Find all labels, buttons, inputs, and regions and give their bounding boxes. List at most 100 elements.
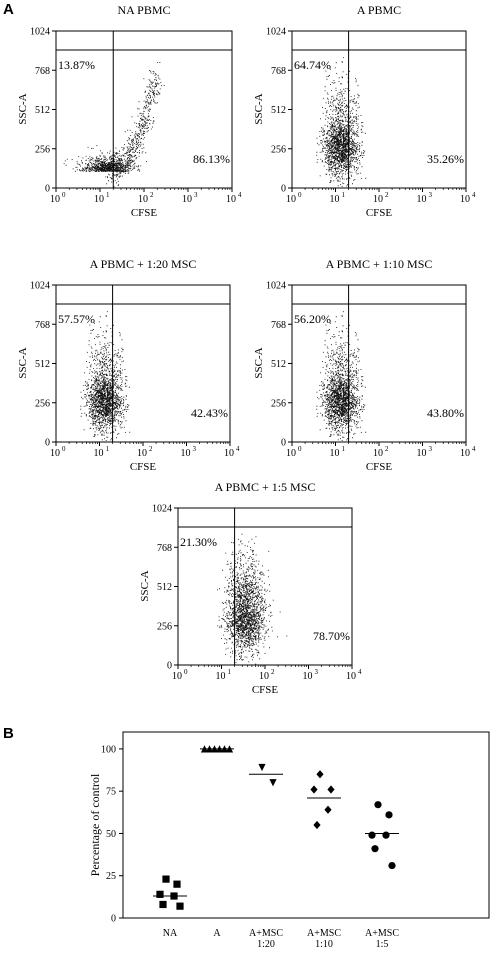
x-tick-label: 10	[330, 194, 340, 205]
quadrant-percent-left: 21.30%	[180, 535, 217, 549]
x-tick-exponent: 2	[149, 445, 153, 453]
data-point	[368, 831, 376, 839]
y-tick-label: 1024	[266, 281, 286, 292]
x-tick-exponent: 0	[62, 445, 66, 453]
y-axis-label: SSC-A	[253, 93, 265, 124]
y-tick-label: 50	[106, 829, 116, 840]
x-tick-label: 10	[417, 194, 427, 205]
category-label: A+MSC	[307, 928, 341, 939]
data-point	[225, 745, 234, 753]
flow-plot-5: A PBMC + 1:5 MSC21.30%78.70%025651276810…	[139, 480, 362, 696]
event-dots	[316, 57, 367, 188]
data-point	[324, 805, 332, 814]
category-label: 1:10	[315, 939, 333, 950]
y-axis-label: SSC-A	[17, 347, 29, 378]
quadrant-percent-right: 42.43%	[191, 406, 228, 420]
y-axis-label: SSC-A	[253, 347, 265, 378]
x-tick-label: 10	[216, 671, 226, 682]
data-point	[388, 861, 396, 870]
data-point	[327, 785, 335, 794]
event-dot-cloud	[316, 57, 367, 188]
plot-title: A PBMC + 1:20 MSC	[90, 257, 197, 271]
y-tick-label: 768	[271, 320, 286, 331]
y-tick-label: 256	[157, 621, 172, 632]
data-point	[205, 745, 214, 753]
data-point	[210, 745, 219, 753]
x-tick-label: 10	[417, 448, 427, 459]
x-tick-exponent: 4	[472, 445, 476, 453]
data-point	[258, 763, 266, 772]
x-tick-exponent: 3	[429, 191, 433, 199]
x-tick-label: 10	[182, 194, 192, 205]
x-tick-exponent: 3	[315, 668, 319, 676]
event-dot-cloud	[217, 533, 288, 665]
y-tick-label: 0	[45, 438, 50, 449]
quadrant-percent-left: 57.57%	[58, 312, 95, 326]
x-tick-label: 10	[172, 671, 182, 682]
x-tick-exponent: 4	[358, 668, 362, 676]
chart-frame	[122, 731, 490, 919]
x-tick-exponent: 1	[106, 191, 110, 199]
y-tick-label: 512	[35, 359, 50, 370]
category-group: NA	[153, 875, 187, 939]
y-tick-label: 512	[35, 105, 50, 116]
data-point	[156, 890, 164, 898]
category-label: A+MSC	[249, 928, 283, 939]
x-tick-exponent: 3	[193, 445, 197, 453]
y-axis-label: SSC-A	[17, 93, 29, 124]
panel-label-a: A	[3, 1, 14, 18]
x-tick-label: 10	[286, 194, 296, 205]
x-tick-label: 10	[303, 671, 313, 682]
x-tick-exponent: 0	[184, 668, 188, 676]
x-tick-exponent: 3	[429, 445, 433, 453]
data-point	[176, 902, 184, 910]
data-point	[220, 745, 229, 753]
data-point	[316, 770, 324, 779]
x-axis-label: CFSE	[131, 207, 158, 219]
data-point	[173, 880, 181, 888]
x-tick-exponent: 0	[62, 191, 66, 199]
x-tick-label: 10	[94, 194, 104, 205]
x-tick-label: 10	[373, 448, 383, 459]
data-point	[382, 831, 390, 839]
data-point	[310, 785, 318, 794]
y-tick-label: 25	[106, 871, 116, 882]
y-tick-label: 512	[157, 582, 172, 593]
data-point	[200, 745, 209, 753]
quadrant-percent-left: 56.20%	[294, 312, 331, 326]
data-point	[371, 845, 379, 853]
y-tick-label: 256	[271, 144, 286, 155]
x-tick-exponent: 0	[298, 445, 302, 453]
x-tick-exponent: 2	[150, 191, 154, 199]
event-dots	[80, 311, 131, 441]
x-tick-exponent: 1	[106, 445, 110, 453]
x-tick-label: 10	[330, 448, 340, 459]
quadrant-percent-right: 78.70%	[313, 629, 350, 643]
category-group: A	[200, 745, 234, 939]
y-tick-label: 0	[281, 438, 286, 449]
x-tick-exponent: 1	[228, 668, 232, 676]
y-tick-label: 1024	[30, 281, 50, 292]
category-label: A+MSC	[365, 928, 399, 939]
event-dots	[316, 311, 367, 441]
x-axis-label: CFSE	[366, 461, 393, 473]
x-tick-exponent: 2	[385, 445, 389, 453]
x-tick-label: 10	[50, 448, 60, 459]
y-axis-label: SSC-A	[139, 570, 151, 601]
category-label: 1:5	[376, 939, 389, 950]
data-point	[374, 801, 382, 809]
x-tick-exponent: 2	[385, 191, 389, 199]
plot-title: NA PBMC	[117, 3, 170, 17]
flow-plot-4: A PBMC + 1:10 MSC 56.20% 43.80% 0 256 512 768 1…	[253, 257, 476, 473]
panel-label-b: B	[3, 725, 14, 742]
x-tick-label: 10	[50, 194, 60, 205]
data-point	[215, 745, 224, 753]
y-tick-label: 0	[281, 184, 286, 195]
y-tick-label: 512	[271, 105, 286, 116]
x-tick-exponent: 2	[271, 668, 275, 676]
